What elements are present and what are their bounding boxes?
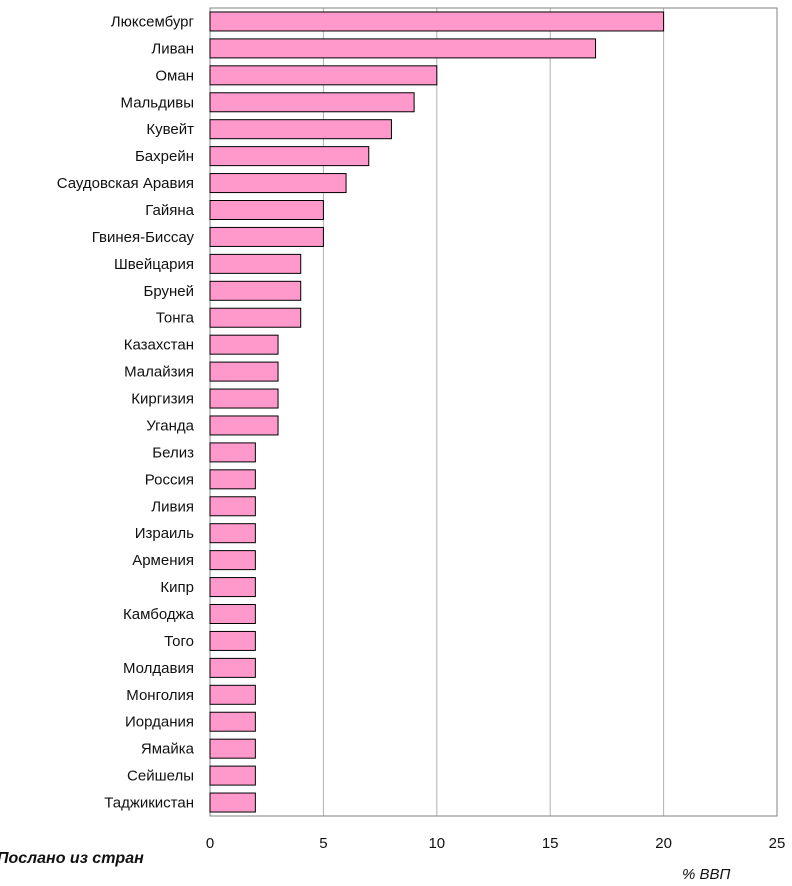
category-label: Камбоджа [123,606,195,623]
bar [209,226,324,247]
bar [209,92,415,113]
bar [209,200,324,220]
bars [209,11,665,813]
x-tick-label: 10 [428,835,445,852]
bar [209,765,256,786]
bar [209,361,279,382]
category-label: Таджикистан [104,795,194,812]
x-tick-label: 5 [319,835,327,852]
category-labels: Люксембург Ливан Оман Мальдивы Кувейт Бахрейн… [57,13,195,811]
bar [209,604,256,624]
gridlines [322,8,665,816]
bar [209,38,597,59]
bar [209,253,302,274]
bar [209,280,302,301]
bar [209,334,279,355]
bar [209,65,438,86]
bar [209,415,279,436]
category-label: Люксембург [111,13,195,30]
plot-frame [209,7,778,817]
bar [209,657,256,678]
x-tick-label: 20 [655,835,672,852]
bar [209,496,256,517]
bar [209,469,256,490]
category-label: Бахрейн [135,148,194,165]
bar [209,711,256,732]
bar [209,684,256,705]
bar [209,738,256,759]
category-label: Тонга [156,310,195,327]
category-label: Гайяна [145,202,194,219]
category-label: Кипр [160,579,194,596]
category-label: Уганда [146,417,194,434]
category-label: Казахстан [124,337,194,354]
bar [209,388,279,409]
x-tick-label: 25 [769,835,786,852]
bar [209,523,256,544]
bar [209,119,392,140]
category-label: Молдавия [123,660,194,677]
x-axis-label: % ВВП [682,866,731,883]
bar [209,550,256,571]
bar [209,630,256,651]
category-label: Швейцария [114,256,194,273]
category-label: Того [164,633,194,650]
x-tick-labels: 0 5 10 15 20 25 [206,835,786,852]
category-label: Саудовская Аравия [57,175,194,192]
bar [209,307,302,328]
x-tick-label: 0 [206,835,214,852]
category-label: Киргизия [131,391,194,408]
category-label: Гвинея-Биссау [92,229,195,246]
category-label: Россия [145,471,194,488]
bar [209,442,256,463]
bottom-left-caption: Послано из стран [0,850,144,867]
category-label: Израиль [135,525,194,542]
category-label: Бруней [143,283,194,300]
category-label: Белиз [152,444,194,461]
category-label: Иордания [125,714,194,731]
bar [209,11,665,32]
category-label: Малайзия [124,364,194,381]
category-label: Ливия [151,498,194,515]
category-label: Монголия [126,687,194,704]
category-label: Сейшелы [127,768,194,785]
category-label: Ливан [151,40,194,57]
category-label: Кувейт [146,121,194,138]
bar [209,173,347,194]
category-label: Ямайка [141,741,195,758]
bar [209,792,256,813]
bar [209,577,256,598]
x-tick-label: 15 [542,835,559,852]
bar [209,146,370,167]
category-label: Оман [155,67,194,84]
category-label: Армения [132,552,194,569]
category-label: Мальдивы [121,94,194,111]
